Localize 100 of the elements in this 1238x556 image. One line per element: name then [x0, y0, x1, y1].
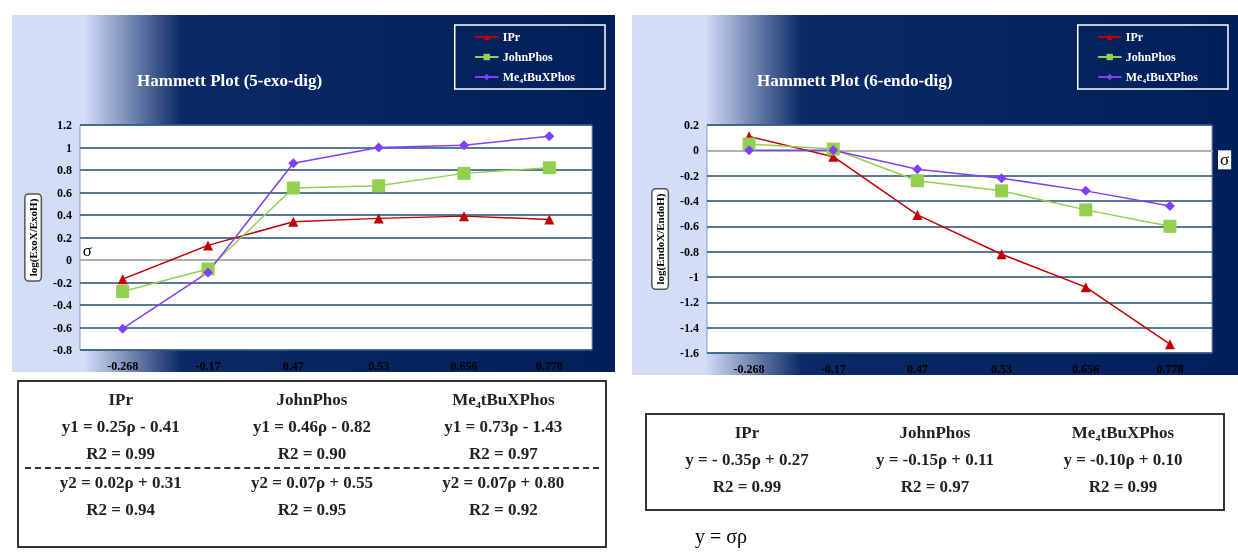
- chart-title: Hammett Plot (5-exo-dig): [137, 71, 323, 90]
- text: R2 = 0.95: [276, 499, 348, 521]
- point: [995, 184, 1009, 198]
- point: [1164, 201, 1175, 212]
- point: [542, 161, 556, 175]
- text: IPr: [107, 389, 134, 411]
- x-tick-label: 0.778: [1156, 362, 1184, 376]
- point: [1079, 203, 1093, 217]
- point: [117, 274, 128, 285]
- y-tick-label: -1.4: [680, 320, 699, 335]
- point: [373, 142, 384, 153]
- legend-label: IPr: [1125, 30, 1144, 44]
- legend-label: IPr: [502, 30, 521, 44]
- y-tick-label: 0.8: [57, 163, 72, 177]
- y-tick-label: 0.4: [57, 208, 72, 222]
- point: [544, 214, 555, 225]
- text: R2 = 0.97: [467, 443, 539, 465]
- legend-label: JohnPhos: [1125, 50, 1177, 64]
- point: [1163, 219, 1177, 233]
- x-tick-label: -0.268: [107, 359, 139, 373]
- x-axis-title: σ: [82, 241, 92, 260]
- point: [912, 209, 923, 220]
- point: [1080, 185, 1091, 196]
- point: [459, 140, 469, 151]
- point: [996, 249, 1007, 260]
- y-tick-label: -0.6: [53, 320, 72, 335]
- legend-label: JohnPhos: [502, 50, 554, 64]
- x-tick-label: 0.656: [450, 359, 478, 373]
- y-tick-label: -1.2: [680, 295, 699, 310]
- text: y2 = 0.02ρ + 0.31: [58, 472, 183, 494]
- y-tick-label: -1: [689, 270, 699, 284]
- text: y = - 0.35ρ + 0.27: [684, 449, 810, 471]
- point: [116, 285, 130, 298]
- text: y2 = 0.07ρ + 0.80: [441, 472, 566, 494]
- point: [744, 145, 755, 156]
- text: y2 = 0.07ρ + 0.55: [250, 472, 374, 494]
- point: [912, 164, 923, 175]
- text: y = -0.10ρ + 0.10: [1062, 449, 1184, 471]
- y-tick-label: -0.8: [53, 343, 72, 357]
- x-tick-label: 0.47: [906, 362, 928, 376]
- text: y1 = 0.25ρ - 0.41: [60, 416, 181, 438]
- y-axis-title: log(EndoX/EndoH): [654, 193, 668, 285]
- text: Me₄tBuXPhos: [1070, 422, 1176, 444]
- text: R2 = 0.99: [711, 476, 783, 498]
- legend-label: Me₄tBuXPhos: [1125, 70, 1199, 84]
- x-tick-label: 0.47: [282, 359, 304, 373]
- y-axis-title: log(ExoX/ExoH): [27, 198, 41, 277]
- text: R2 = 0.94: [85, 499, 156, 521]
- y-tick-label: 0.6: [57, 185, 72, 200]
- text: y = σρ: [695, 525, 748, 548]
- x-axis-title: σ: [1220, 150, 1230, 170]
- x-tick-label: 0.53: [991, 362, 1013, 376]
- point: [373, 213, 384, 224]
- point: [203, 240, 213, 251]
- y-tick-label: -1.6: [680, 346, 699, 360]
- y-tick-label: 0.2: [57, 230, 72, 245]
- text: IPr: [733, 422, 761, 444]
- y-tick-label: -0.8: [680, 244, 699, 259]
- text: y = -0.15ρ + 0.11: [874, 449, 996, 471]
- chart-title: Hammett Plot (6-endo-dig): [757, 71, 953, 90]
- y-tick-label: -0.4: [680, 194, 699, 208]
- y-tick-label: 0: [66, 253, 72, 267]
- y-tick-label: 0.2: [684, 118, 699, 132]
- text: Me₄tBuXPhos: [451, 389, 556, 411]
- text: R2 = 0.90: [276, 443, 348, 465]
- y-tick-label: 1.2: [57, 118, 72, 132]
- y-tick-label: -0.4: [53, 298, 72, 312]
- text: JohnPhos: [275, 389, 349, 411]
- text: y1 = 0.46ρ - 0.82: [252, 416, 372, 438]
- y-tick-label: 0: [693, 143, 699, 158]
- y-tick-label: -0.2: [680, 168, 699, 183]
- point: [117, 323, 128, 334]
- point: [203, 267, 213, 278]
- point: [1164, 339, 1175, 350]
- point: [544, 131, 555, 142]
- x-tick-label: -0.17: [820, 362, 846, 376]
- text: R2 = 0.97: [899, 476, 971, 498]
- x-tick-label: 0.656: [1072, 362, 1100, 376]
- point: [996, 173, 1007, 184]
- text: R2 = 0.99: [1087, 476, 1159, 498]
- point: [372, 179, 386, 193]
- text: R2 = 0.99: [85, 443, 156, 465]
- point: [288, 216, 299, 227]
- y-tick-label: 1: [66, 140, 72, 155]
- y-tick-label: -0.6: [680, 219, 699, 234]
- point: [288, 158, 299, 169]
- y-tick-label: -0.2: [53, 275, 72, 290]
- x-tick-label: -0.268: [733, 362, 765, 376]
- point: [457, 166, 471, 180]
- point: [286, 181, 300, 195]
- x-tick-label: 0.53: [368, 359, 390, 373]
- x-tick-label: 0.778: [535, 359, 563, 373]
- legend-label: Me₄tBuXPhos: [502, 70, 576, 84]
- text: R2 = 0.92: [467, 499, 539, 521]
- text: y1 = 0.73ρ - 1.43: [443, 416, 564, 438]
- x-tick-label: -0.17: [195, 359, 221, 373]
- point: [910, 174, 924, 188]
- point: [459, 211, 469, 222]
- text: JohnPhos: [898, 422, 972, 444]
- point: [1080, 282, 1091, 293]
